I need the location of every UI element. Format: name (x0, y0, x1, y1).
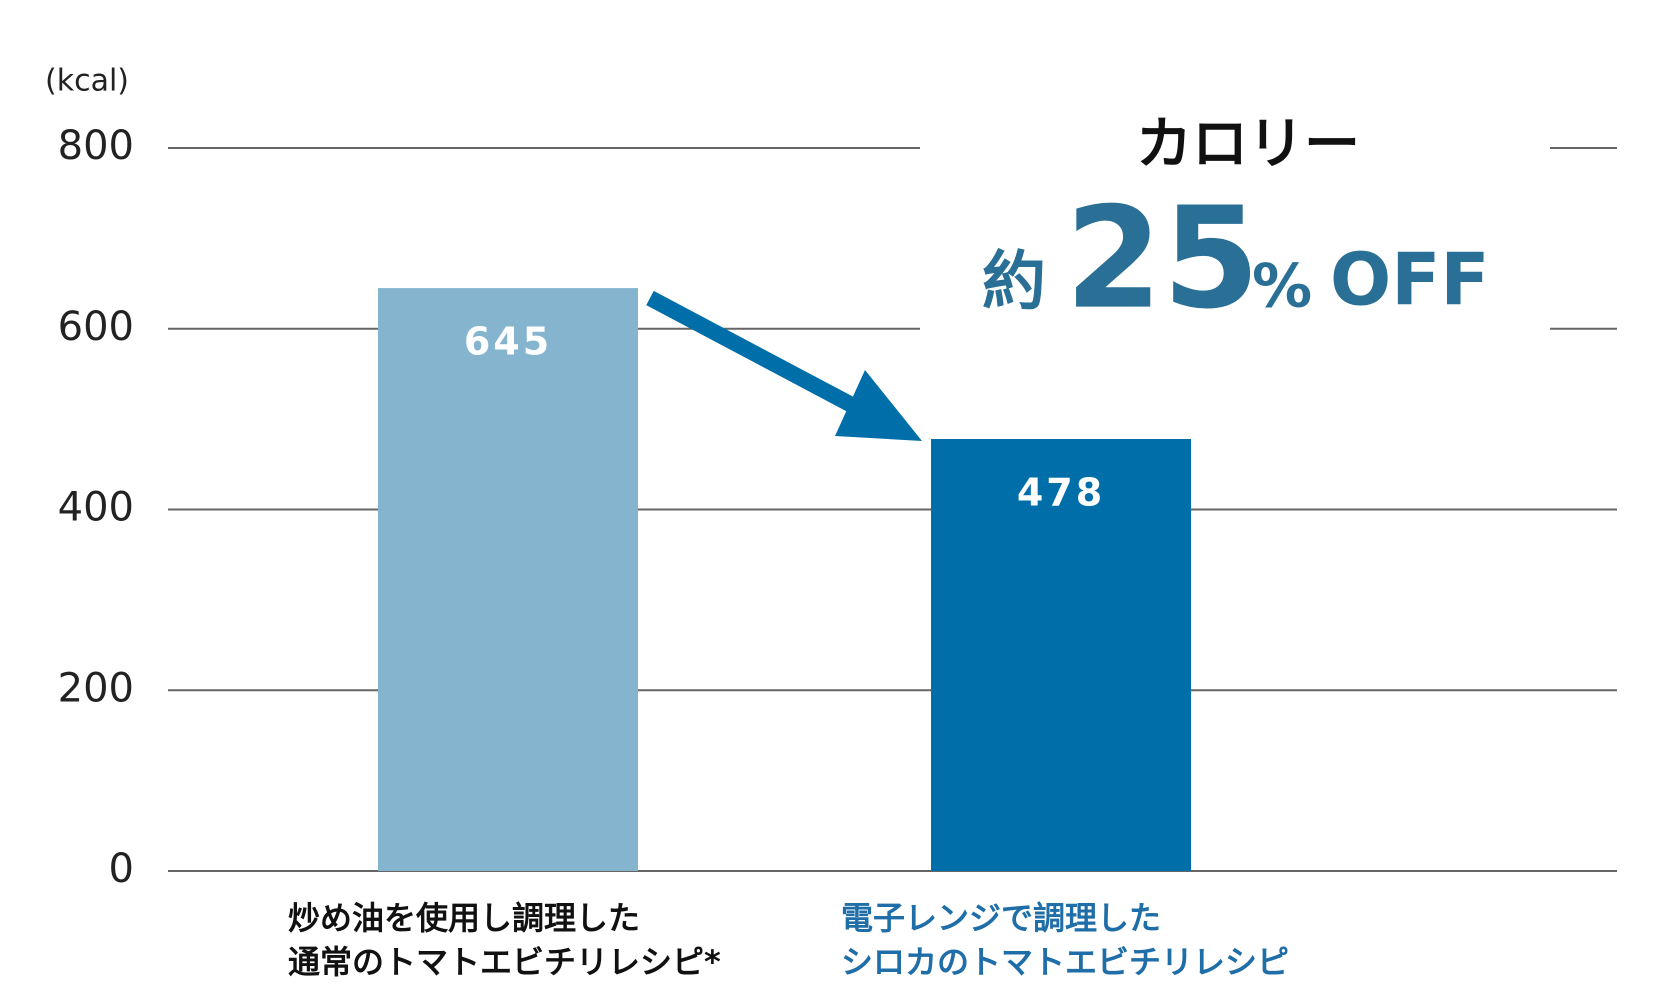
y-tick-label: 800 (58, 123, 134, 169)
bar (378, 288, 638, 871)
x-tick-label: 通常のトマトエビチリレシピ* (288, 943, 721, 981)
annotation-off: OFF (1330, 238, 1490, 322)
unit-label: (kcal) (45, 64, 129, 99)
x-tick-label: 炒め油を使用し調理した (288, 899, 640, 937)
arrow-shaft (646, 290, 884, 428)
value-label: 478 (1017, 471, 1105, 515)
y-tick-label: 200 (58, 665, 134, 711)
x-tick-label: 電子レンジで調理した (841, 899, 1161, 937)
x-tick-label: シロカのトマトエビチリレシピ (841, 943, 1289, 981)
arrow-head (835, 370, 922, 441)
annotation-number: 25 (1065, 178, 1260, 341)
annotation-background (920, 110, 1550, 345)
annotation-prefix: 約 (982, 246, 1046, 320)
y-tick-label: 400 (58, 485, 134, 531)
y-tick-label: 600 (58, 304, 134, 350)
bar (931, 439, 1191, 871)
annotation-percent: % (1252, 252, 1312, 322)
y-tick-label: 0 (109, 846, 134, 892)
annotation-title: カロリー (1136, 112, 1360, 177)
value-label: 645 (464, 320, 552, 364)
